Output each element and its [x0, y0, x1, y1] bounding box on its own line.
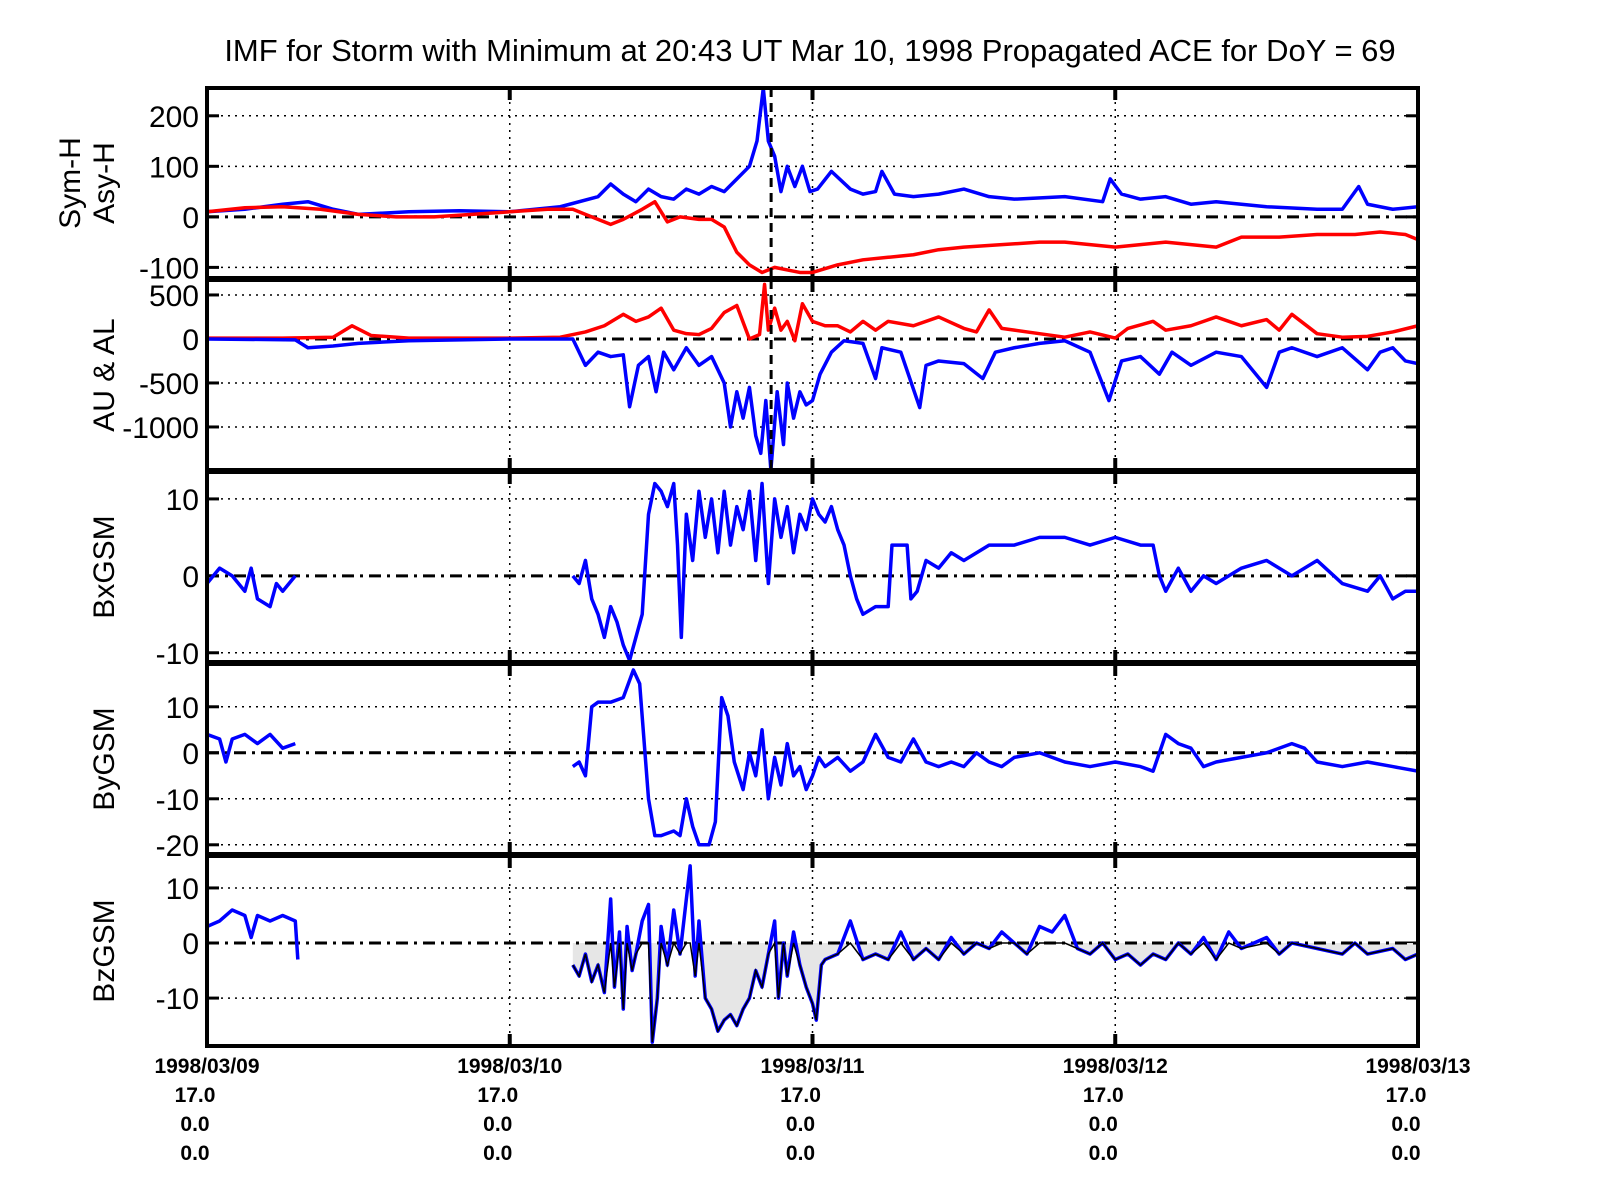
series-group: [207, 481, 1418, 662]
series-bxgsm: [207, 566, 297, 609]
x-tick-label: 0.0: [180, 1113, 209, 1136]
x-tick-label: 1998/03/13: [1365, 1055, 1470, 1078]
series-group: [207, 668, 1418, 847]
x-tick-label: 1998/03/10: [457, 1055, 562, 1078]
y-tick-label: -20: [156, 830, 199, 863]
y-tick-label: 0: [182, 928, 199, 961]
series-au: [207, 282, 1418, 343]
y-axis-label: ByGSM: [88, 707, 121, 810]
panel-3: 10 0 -10 -20 ByGSM: [88, 662, 1420, 863]
y-axis-label: BzGSM: [88, 899, 121, 1002]
series-al: [207, 337, 1418, 470]
series-group: [207, 864, 1418, 1044]
y-tick-label: -10: [156, 983, 199, 1016]
y-tick-label: 0: [182, 561, 199, 594]
y-tick-label: 0: [182, 202, 199, 235]
panel-2: 10 0 -10 BxGSM: [88, 470, 1420, 671]
series-bygsm: [571, 668, 1418, 847]
x-tick-label: 17.0: [780, 1084, 821, 1107]
y-tick-label: 0: [182, 738, 199, 771]
y-tick-label: -10: [156, 638, 199, 671]
y-tick-label: 10: [166, 692, 199, 725]
x-tick-label: 17.0: [1083, 1084, 1124, 1107]
y-tick-label: -10: [156, 784, 199, 817]
series-bxgsm: [571, 481, 1418, 662]
series-group: [207, 282, 1418, 470]
y-tick-label: 200: [149, 101, 199, 134]
y-tick-label: 500: [149, 280, 199, 313]
negative-bz-shade: [572, 943, 1418, 1043]
y-axis-label: Sym-H: [54, 137, 87, 229]
negative-bz-outline: [572, 940, 1418, 1043]
y-tick-label: 100: [149, 151, 199, 184]
x-tick-label: 0.0: [483, 1142, 512, 1165]
x-tick-label: 1998/03/12: [1063, 1055, 1168, 1078]
x-tick-label: 17.0: [1386, 1084, 1427, 1107]
x-tick-label: 0.0: [180, 1142, 209, 1165]
series-group: [207, 88, 1418, 275]
y-tick-label: 10: [166, 873, 199, 906]
x-tick-label: 17.0: [175, 1084, 216, 1107]
x-tick-label: 17.0: [477, 1084, 518, 1107]
y-tick-label: 0: [182, 324, 199, 357]
x-tick-label: 0.0: [483, 1113, 512, 1136]
x-tick-label: 1998/03/11: [761, 1055, 865, 1078]
series-sym-h: [207, 199, 1418, 275]
panel-4: 10 0 -10 BzGSM: [88, 854, 1420, 1048]
y-axis-label: BxGSM: [88, 515, 121, 618]
series-bygsm: [207, 732, 296, 764]
panel-0: 200 100 0 -100 Sym-H Asy-H: [54, 86, 1420, 285]
chart-title: IMF for Storm with Minimum at 20:43 UT M…: [224, 33, 1395, 68]
x-tick-label: 0.0: [1391, 1113, 1420, 1136]
y-tick-label: 10: [166, 484, 199, 517]
x-tick-label: 1998/03/09: [154, 1055, 259, 1078]
panel-frame: [205, 854, 1420, 1048]
y-tick-label: -100: [139, 252, 199, 285]
x-tick-label: 0.0: [1089, 1113, 1118, 1136]
x-tick-label: 0.0: [1089, 1142, 1118, 1165]
y-axis-label: Asy-H: [88, 142, 121, 224]
y-tick-label: -1000: [122, 412, 199, 445]
x-tick-label: 0.0: [786, 1142, 815, 1165]
x-tick-label: 0.0: [1391, 1142, 1420, 1165]
series-bzgsm: [207, 908, 300, 960]
y-axis-label: AU & AL: [88, 318, 121, 431]
y-tick-label: -500: [139, 368, 199, 401]
series-asy-h: [207, 88, 1418, 217]
x-tick-label: 0.0: [786, 1113, 815, 1136]
